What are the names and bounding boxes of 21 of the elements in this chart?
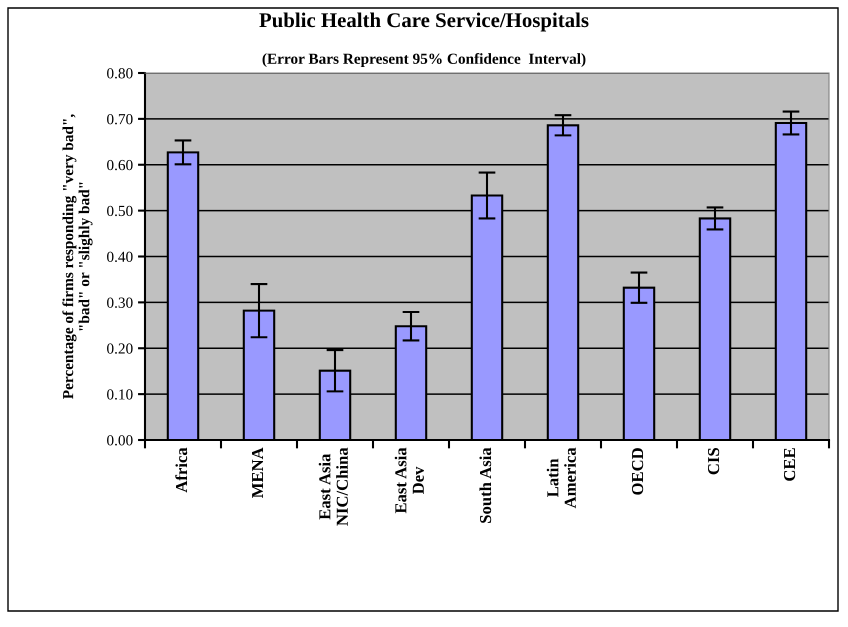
y-axis-title: Percentage of firms responding "very bad", "bad" or "slighly bad" [62, 114, 93, 399]
y-tick-label: 0.60 [107, 160, 133, 170]
y-tick-label: 0.70 [107, 114, 133, 124]
y-tick-label: 0.40 [107, 252, 133, 262]
x-tick-label: CIS [708, 448, 720, 474]
x-tick-label: South Asia [479, 448, 492, 523]
y-tick-label: 0.30 [107, 298, 133, 308]
x-tick-label: Latin America [546, 448, 576, 508]
x-tick-label: East Asia Dev [394, 448, 424, 514]
y-tick-label: 0.00 [107, 435, 133, 446]
x-tick-label: CEE [784, 448, 796, 481]
x-tick-label: East Asia NIC/China [318, 448, 348, 526]
y-tick-label: 0.80 [107, 68, 133, 79]
y-tick-label: 0.50 [107, 206, 133, 216]
y-tick-label: 0.10 [107, 389, 133, 400]
x-tick-label: Africa [175, 448, 188, 493]
chart-title: Public Health Care Service/Hospitals [259, 12, 589, 32]
x-tick-label: MENA [252, 447, 264, 498]
chart-subtitle: (Error Bars Represent 95% Confidence Interval) [262, 52, 586, 68]
x-tick-label: OECD [632, 448, 644, 495]
y-tick-label: 0.20 [107, 343, 133, 354]
